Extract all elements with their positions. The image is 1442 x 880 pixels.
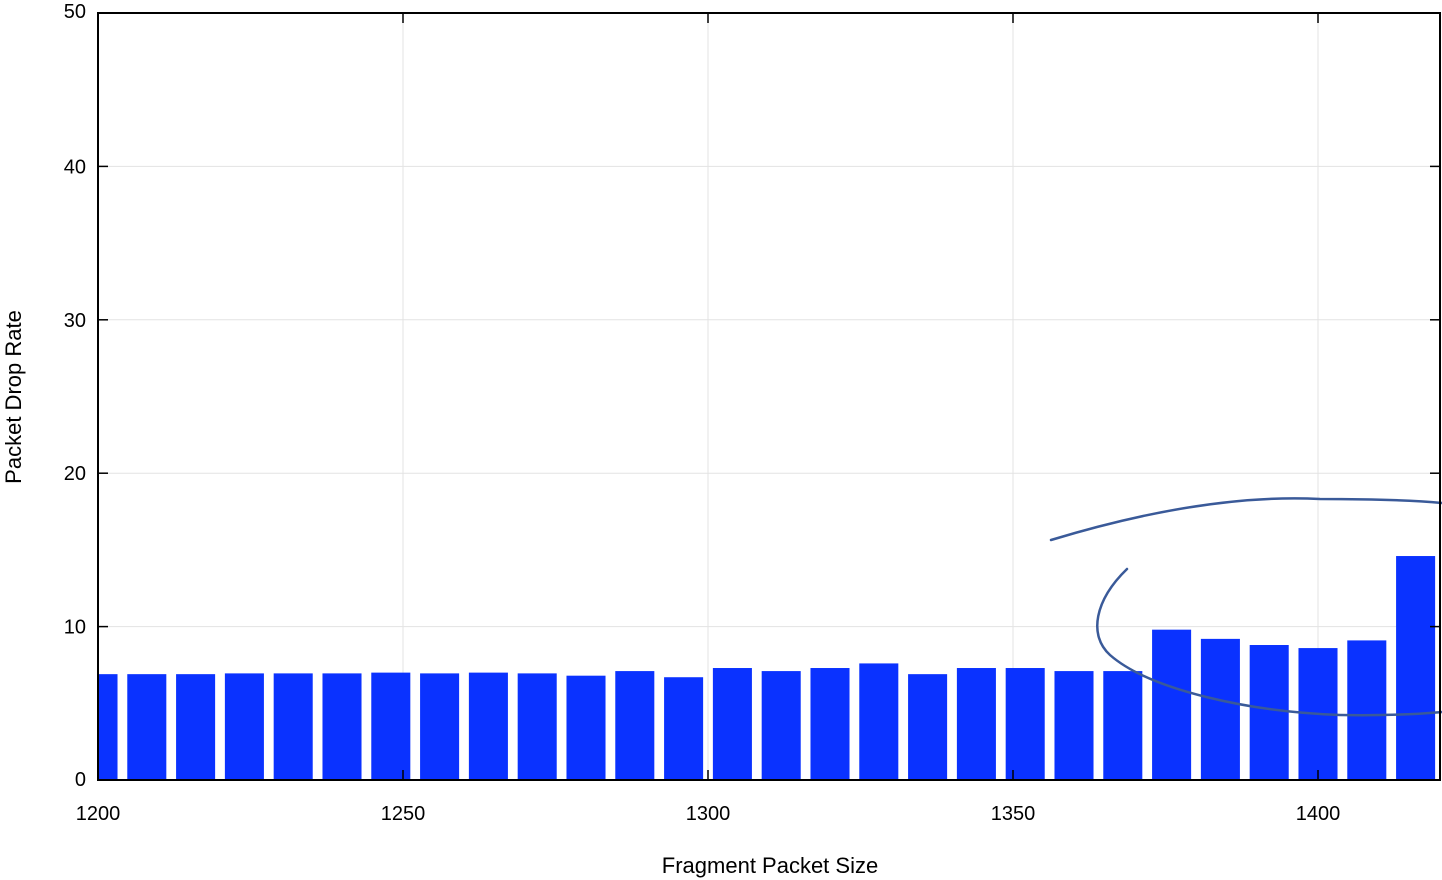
x-tick-label-2: 1300 [686, 803, 731, 825]
bar-1320 [810, 668, 850, 780]
bar-1336 [908, 674, 948, 780]
bar-1224 [224, 673, 264, 780]
x-tick-label-4: 1400 [1296, 803, 1341, 825]
bar-1256 [420, 673, 460, 780]
y-tick-label-2: 20 [64, 463, 86, 485]
bar-1408 [1347, 640, 1387, 780]
annotation-lower-stroke [1096, 567, 1442, 717]
y-tick-label-5: 50 [64, 1, 86, 23]
bar-1304 [712, 668, 752, 780]
bar-1392 [1249, 645, 1289, 780]
bar-1200 [98, 674, 118, 780]
bar-1360 [1054, 671, 1094, 780]
bar-1312 [761, 671, 801, 780]
bar-1264 [468, 672, 508, 780]
y-tick-label-4: 40 [64, 156, 86, 178]
y-tick-label-1: 10 [64, 617, 86, 639]
axis-ticks [97, 12, 1440, 781]
bar-1384 [1200, 638, 1240, 780]
bar-1240 [322, 673, 362, 780]
bar-1328 [859, 663, 899, 780]
bar-1416 [1396, 556, 1436, 780]
bar-1232 [273, 673, 313, 780]
x-tick-label-0: 1200 [76, 803, 121, 825]
bar-1296 [664, 677, 704, 780]
bar-1368 [1103, 671, 1143, 780]
bar-1216 [176, 674, 216, 780]
y-tick-label-0: 0 [75, 769, 86, 791]
tick-labels: 1200 1250 1300 1350 1400 0 10 20 30 40 50 [64, 1, 1341, 825]
bar-1344 [956, 668, 996, 780]
bar-1288 [615, 671, 655, 780]
annotation-upper-stroke [1049, 497, 1442, 542]
plot-frame [97, 12, 1441, 781]
bar-1280 [566, 675, 606, 780]
hand-drawn-annotation [1049, 497, 1442, 717]
x-axis-title: Fragment Packet Size [662, 853, 878, 878]
bars [98, 556, 1436, 780]
bar-1208 [127, 674, 167, 780]
plot-border [97, 12, 1441, 781]
bar-1376 [1152, 629, 1192, 780]
x-tick-label-3: 1350 [991, 803, 1036, 825]
x-tick-label-1: 1250 [381, 803, 426, 825]
bar-1272 [517, 673, 557, 780]
bar-1248 [371, 672, 411, 780]
y-axis-title: Packet Drop Rate [1, 310, 26, 484]
bar-1352 [1005, 668, 1045, 780]
y-tick-label-3: 30 [64, 310, 86, 332]
